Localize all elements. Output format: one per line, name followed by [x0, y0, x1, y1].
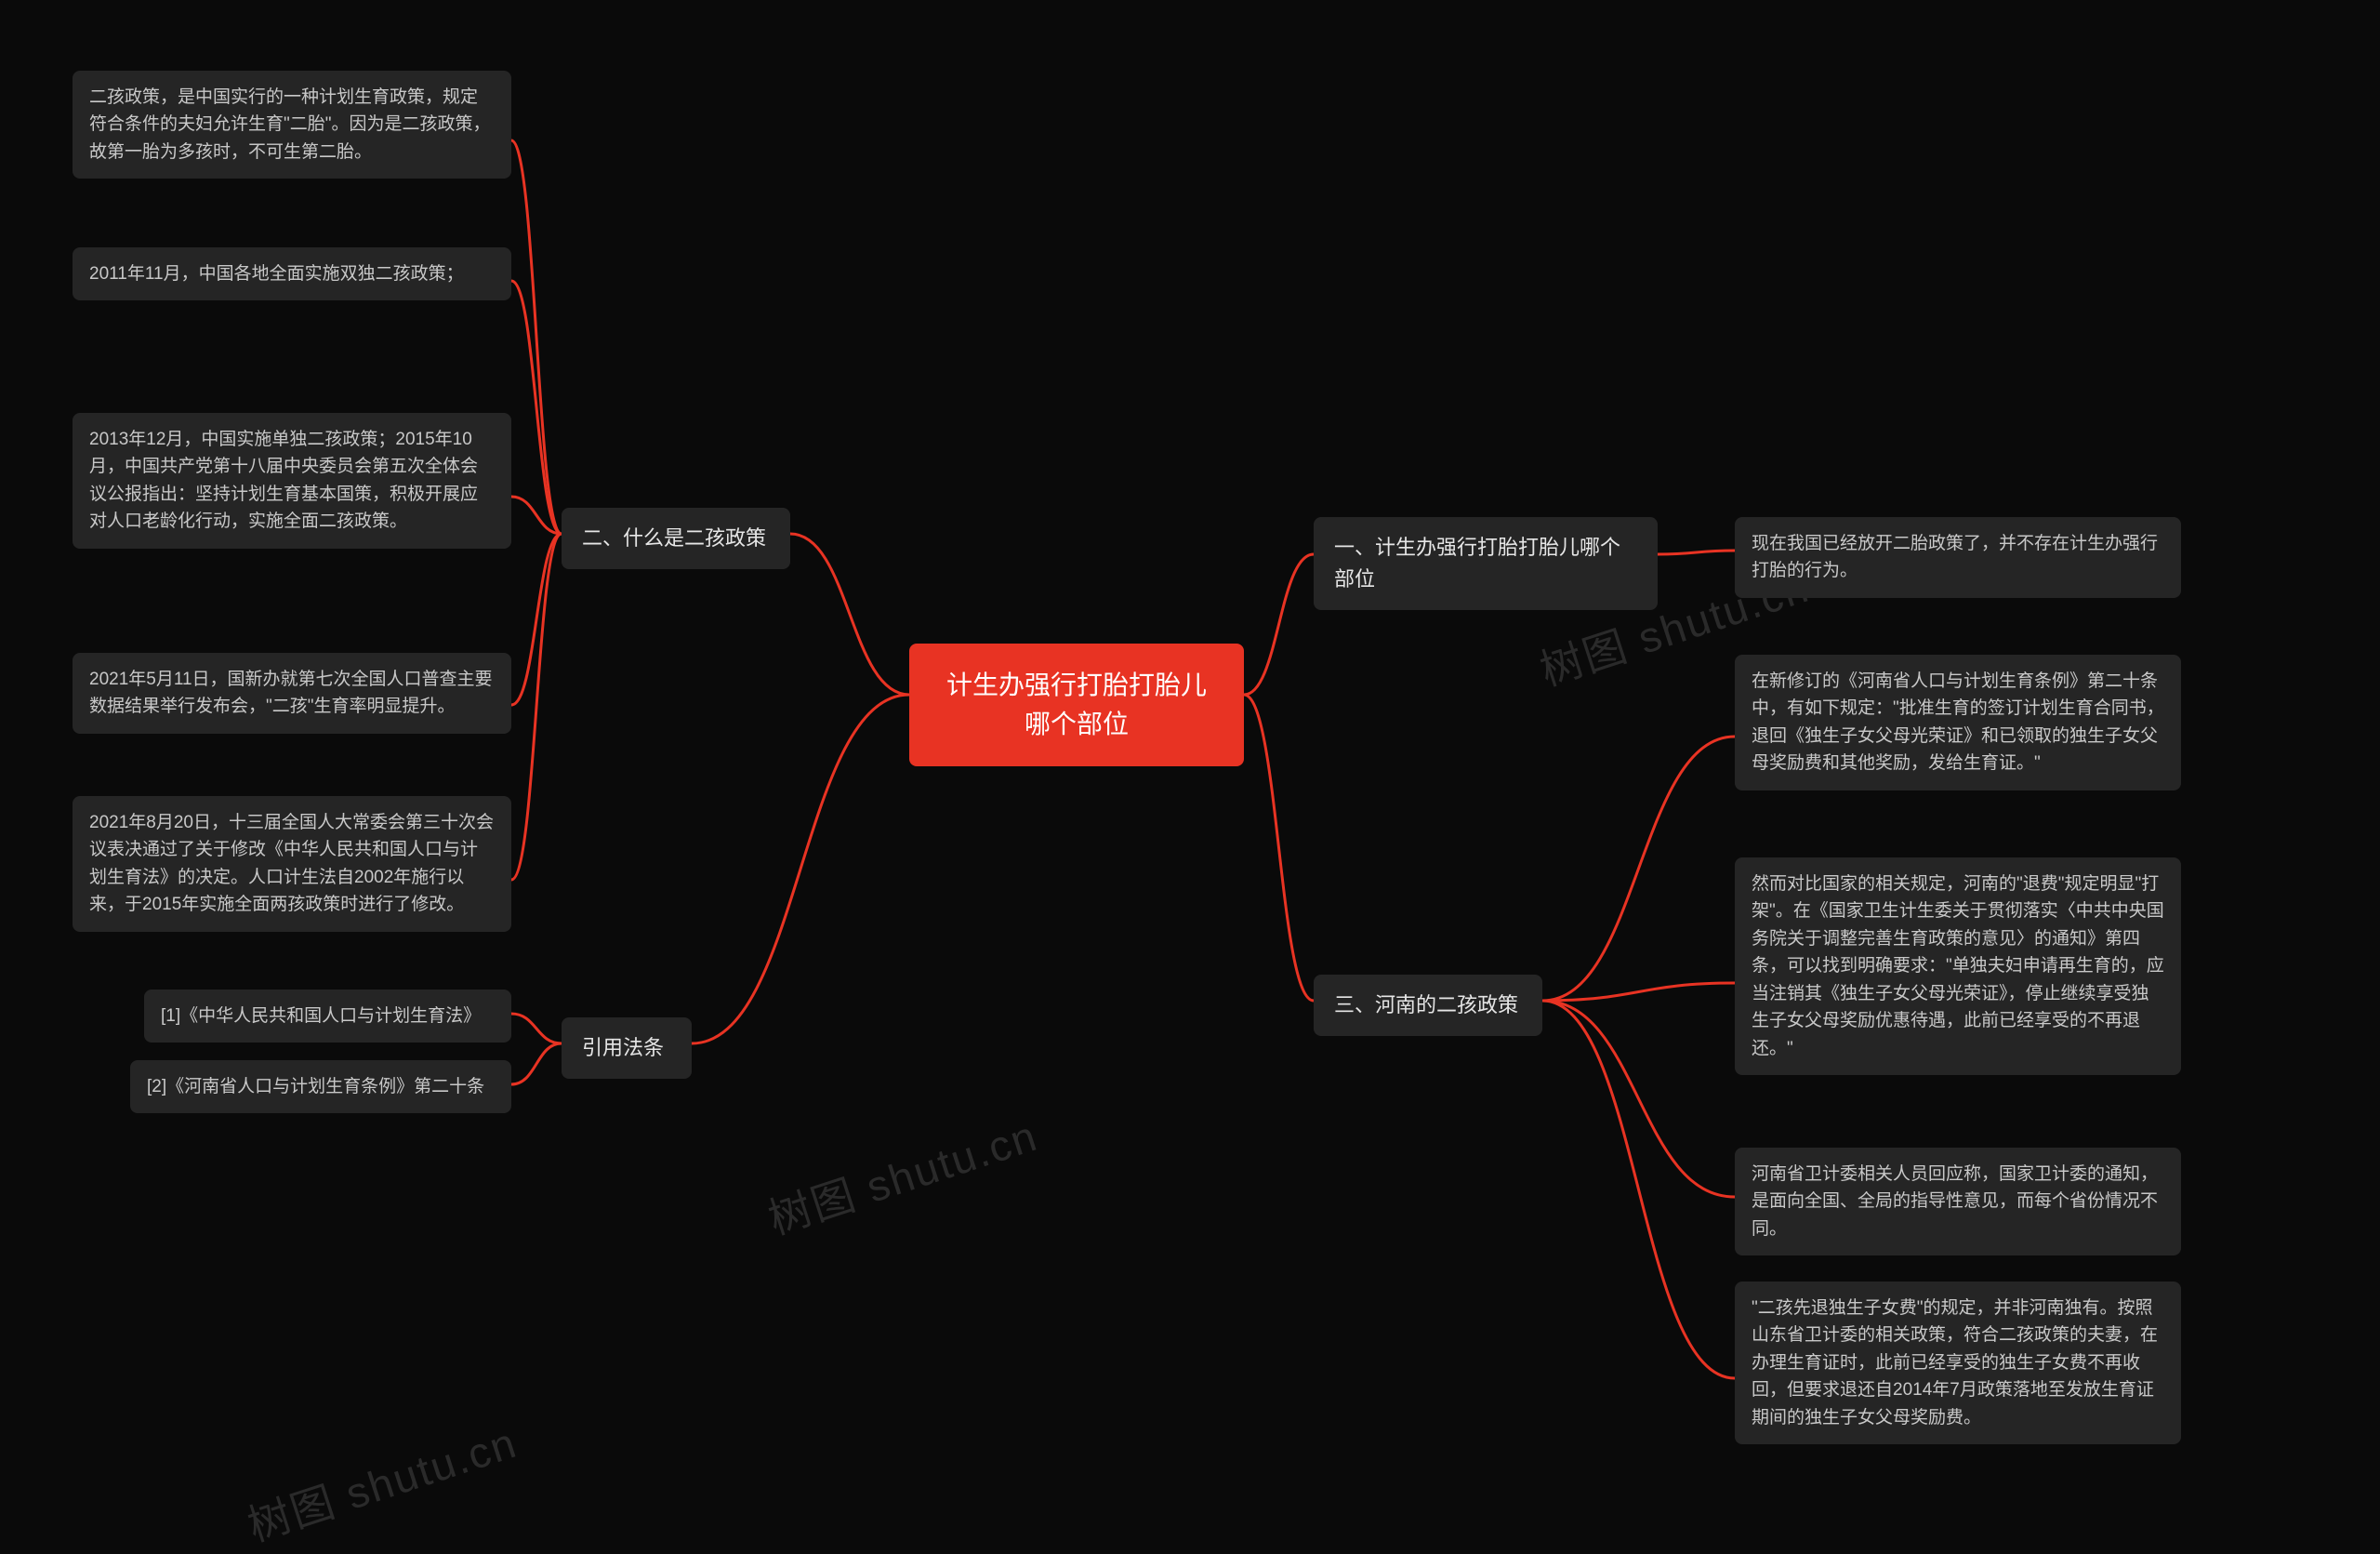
- branch-node-1[interactable]: 一、计生办强行打胎打胎儿哪个部位: [1314, 517, 1658, 610]
- leaf-node[interactable]: 在新修订的《河南省人口与计划生育条例》第二十条中，有如下规定："批准生育的签订计…: [1735, 655, 2181, 790]
- leaf-node[interactable]: 二孩政策，是中国实行的一种计划生育政策，规定符合条件的夫妇允许生育"二胎"。因为…: [73, 71, 511, 179]
- leaf-node[interactable]: "二孩先退独生子女费"的规定，并非河南独有。按照山东省卫计委的相关政策，符合二孩…: [1735, 1282, 2181, 1444]
- watermark: 树图 shutu.cn: [239, 1409, 523, 1554]
- leaf-node[interactable]: 然而对比国家的相关规定，河南的"退费"规定明显"打架"。在《国家卫生计生委关于贯…: [1735, 857, 2181, 1075]
- watermark: 树图 shutu.cn: [760, 1102, 1044, 1247]
- leaf-node[interactable]: 河南省卫计委相关人员回应称，国家卫计委的通知，是面向全国、全局的指导性意见，而每…: [1735, 1148, 2181, 1255]
- branch-node-4[interactable]: 引用法条: [562, 1017, 692, 1079]
- leaf-node[interactable]: [1]《中华人民共和国人口与计划生育法》: [144, 990, 511, 1043]
- branch-node-2[interactable]: 二、什么是二孩政策: [562, 508, 790, 569]
- leaf-node[interactable]: 2021年5月11日，国新办就第七次全国人口普查主要数据结果举行发布会，"二孩"…: [73, 653, 511, 734]
- leaf-node[interactable]: 2021年8月20日，十三届全国人大常委会第三十次会议表决通过了关于修改《中华人…: [73, 796, 511, 932]
- leaf-node[interactable]: 现在我国已经放开二胎政策了，并不存在计生办强行打胎的行为。: [1735, 517, 2181, 598]
- mindmap-canvas: 树图 shutu.cn 树图 shutu.cn 树图 shutu.cn 计生办强…: [0, 0, 2380, 1496]
- leaf-node[interactable]: 2013年12月，中国实施单独二孩政策；2015年10月，中国共产党第十八届中央…: [73, 413, 511, 549]
- leaf-node[interactable]: 2011年11月，中国各地全面实施双独二孩政策；: [73, 247, 511, 300]
- branch-node-3[interactable]: 三、河南的二孩政策: [1314, 975, 1542, 1036]
- leaf-node[interactable]: [2]《河南省人口与计划生育条例》第二十条: [130, 1060, 511, 1113]
- root-node[interactable]: 计生办强行打胎打胎儿哪个部位: [909, 644, 1244, 766]
